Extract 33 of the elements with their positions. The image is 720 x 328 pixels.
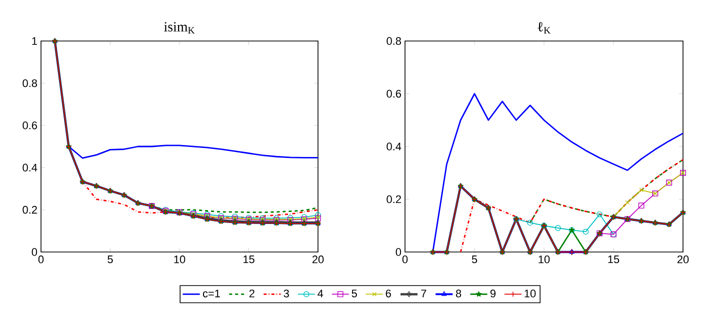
y-tick-label: 0.2 xyxy=(22,206,37,214)
x-tick-label: 0 xyxy=(402,256,408,264)
y-tick-label: 0.2 xyxy=(386,195,401,204)
y-tick-label: 0.4 xyxy=(22,164,38,172)
y-tick-label: 0.8 xyxy=(386,37,402,45)
y-tick-label: 0.6 xyxy=(22,122,37,130)
y-tick-label: 1 xyxy=(32,37,37,45)
y-tick-label: 0.4 xyxy=(386,142,402,150)
x-tick-label: 20 xyxy=(312,256,324,264)
legend-label: c=1 xyxy=(202,290,220,298)
x-tick-label: 10 xyxy=(174,256,186,264)
x-tick-label: 5 xyxy=(108,256,113,264)
y-tick-label: 0 xyxy=(396,248,402,256)
y-tick-label: 0 xyxy=(32,248,38,256)
legend-label: 3 xyxy=(284,290,289,298)
y-tick-label: 0.6 xyxy=(386,90,402,98)
y-tick-label: 0.8 xyxy=(22,79,37,88)
x-tick-label: 0 xyxy=(38,256,44,264)
x-tick-label: 15 xyxy=(608,256,620,264)
legend-label: 2 xyxy=(249,290,254,298)
legend-label: 8 xyxy=(456,290,462,298)
x-tick-label: 10 xyxy=(538,256,550,264)
chart-title: ℓ$_{K}$ xyxy=(538,22,551,34)
legend-label: 5 xyxy=(352,290,357,298)
x-tick-label: 5 xyxy=(472,256,478,264)
x-tick-label: 15 xyxy=(243,256,254,264)
chart-title: isim$_{K}$ xyxy=(164,22,195,34)
legend-label: 7 xyxy=(421,290,426,298)
legend-label: 4 xyxy=(318,290,324,298)
legend-label: 10 xyxy=(524,290,536,298)
x-tick-label: 20 xyxy=(677,256,689,264)
legend-label: 6 xyxy=(386,290,391,298)
legend-label: 9 xyxy=(490,290,496,298)
